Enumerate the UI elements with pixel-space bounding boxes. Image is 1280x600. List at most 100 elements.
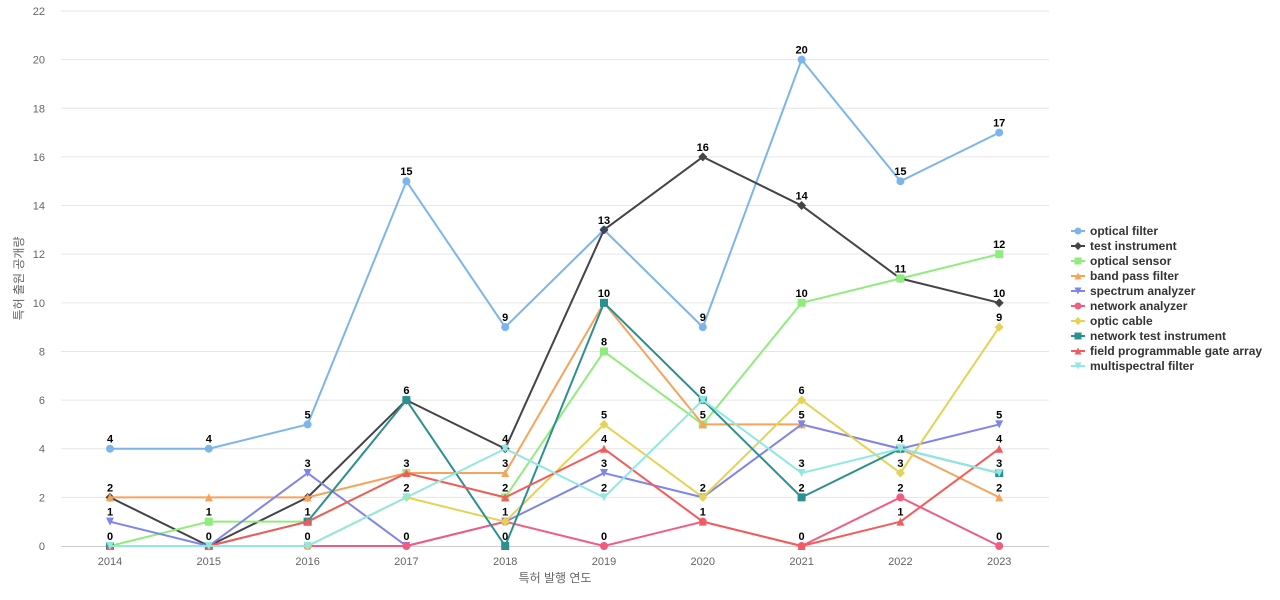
legend-marker [1074, 362, 1082, 370]
data-label: 0 [996, 531, 1002, 543]
data-point [995, 444, 1004, 453]
x-tick-label: 2023 [987, 556, 1011, 568]
legend-item[interactable]: multispectral filter [1071, 359, 1194, 373]
legend-item[interactable]: field programmable gate array [1071, 344, 1262, 358]
data-point [303, 420, 312, 429]
data-point [106, 542, 114, 550]
data-label: 20 [795, 45, 807, 57]
data-label: 17 [993, 118, 1005, 130]
data-label: 1 [305, 507, 311, 519]
data-label: 4 [502, 434, 509, 446]
data-point [698, 396, 707, 405]
series-line [109, 423, 1000, 547]
x-tick-label: 2016 [295, 556, 319, 568]
series-optic-cable [105, 322, 1004, 551]
data-point [995, 420, 1004, 429]
legend-label: optic cable [1090, 314, 1153, 328]
data-label: 2 [897, 482, 903, 494]
data-label: 1 [502, 507, 508, 519]
legend-item[interactable]: spectrum analyzer [1071, 284, 1196, 298]
data-point [995, 469, 1004, 478]
data-point [797, 469, 806, 478]
legend-item[interactable]: optical filter [1071, 224, 1158, 238]
legend-label: test instrument [1090, 239, 1177, 253]
data-label: 5 [799, 409, 805, 421]
data-point [797, 55, 806, 64]
data-point [204, 542, 213, 550]
legend-label: spectrum analyzer [1090, 284, 1196, 298]
data-label: 9 [700, 312, 706, 324]
data-label: 0 [403, 531, 409, 543]
series-layer [105, 55, 1004, 551]
grid-lines [61, 10, 1049, 498]
data-point [896, 177, 905, 186]
data-label: 3 [403, 458, 409, 470]
data-point [896, 517, 905, 526]
y-tick-label: 8 [39, 346, 45, 358]
data-point [501, 469, 510, 478]
legend-item[interactable]: test instrument [1071, 239, 1177, 253]
y-tick-label: 14 [33, 201, 45, 213]
data-point [896, 444, 905, 453]
x-tick-label: 2014 [98, 556, 122, 568]
data-label: 6 [700, 385, 706, 397]
data-label: 1 [206, 507, 212, 519]
data-point [599, 225, 609, 235]
data-label: 0 [601, 531, 607, 543]
y-tick-label: 4 [39, 444, 45, 456]
data-label: 3 [897, 458, 903, 470]
data-point [995, 542, 1004, 550]
data-point [599, 419, 609, 429]
legend-label: field programmable gate array [1090, 344, 1262, 358]
data-label: 4 [206, 434, 213, 446]
legend-item[interactable]: optical sensor [1071, 254, 1172, 268]
legend-marker [1074, 302, 1082, 310]
data-point [402, 177, 411, 186]
x-tick-label: 2021 [789, 556, 813, 568]
data-label: 3 [502, 458, 508, 470]
legend-label: optical sensor [1090, 254, 1172, 268]
y-tick-label: 16 [33, 152, 45, 164]
data-point [600, 493, 608, 502]
data-point [797, 395, 807, 405]
data-label: 1 [897, 507, 903, 519]
legend-item[interactable]: network analyzer [1071, 299, 1188, 313]
x-axis-title: 특허 발행 연도 [519, 570, 592, 585]
data-label: 2 [403, 482, 409, 494]
data-point [600, 347, 608, 356]
y-tick-label: 2 [39, 492, 45, 504]
legend-item[interactable]: network test instrument [1071, 329, 1226, 343]
data-point [797, 298, 806, 307]
data-label: 9 [502, 312, 508, 324]
data-label: 4 [996, 434, 1003, 446]
data-label: 10 [993, 288, 1005, 300]
x-tick-label: 2017 [394, 556, 418, 568]
legend-item[interactable]: optic cable [1071, 314, 1153, 328]
data-label: 0 [305, 531, 311, 543]
data-label: 5 [601, 409, 607, 421]
data-point [995, 493, 1004, 502]
data-point [500, 517, 510, 527]
data-label: 5 [305, 409, 311, 421]
legend-label: band pass filter [1090, 269, 1179, 283]
data-point [204, 444, 213, 453]
data-point [303, 542, 312, 550]
data-point [698, 420, 707, 429]
data-point [303, 517, 312, 526]
data-label: 4 [897, 434, 904, 446]
data-point [501, 542, 510, 550]
x-tick-label: 2019 [592, 556, 616, 568]
data-label: 6 [799, 385, 805, 397]
legend-item[interactable]: band pass filter [1071, 269, 1179, 283]
series-line [110, 399, 1000, 547]
series-multispectral-filter [106, 396, 1004, 550]
data-point [600, 469, 608, 478]
data-label: 4 [107, 434, 114, 446]
legend-marker [1074, 347, 1082, 355]
data-point [106, 444, 114, 453]
data-point [797, 420, 806, 429]
data-label: 3 [601, 458, 607, 470]
data-label: 2 [107, 482, 113, 494]
